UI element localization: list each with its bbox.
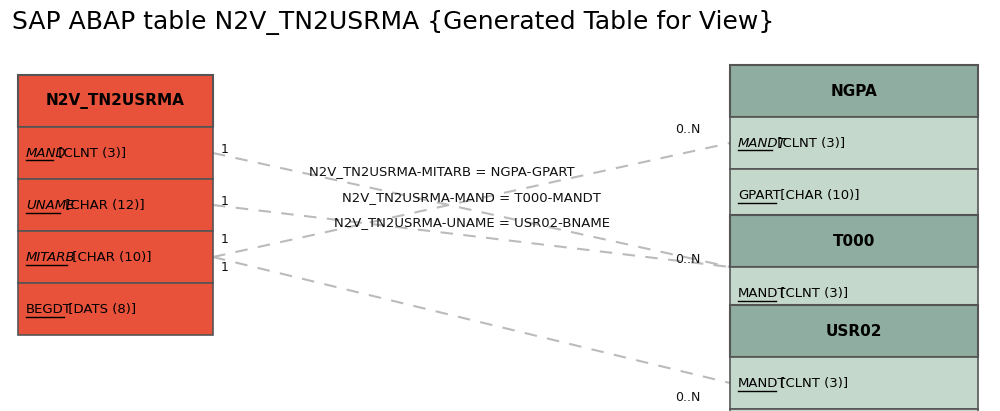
FancyBboxPatch shape <box>730 409 978 411</box>
FancyBboxPatch shape <box>18 75 213 127</box>
Text: [CHAR (12)]: [CHAR (12)] <box>61 199 145 212</box>
Text: N2V_TN2USRMA: N2V_TN2USRMA <box>46 93 185 109</box>
Text: 1: 1 <box>221 261 229 273</box>
Text: T000: T000 <box>833 233 875 249</box>
Text: [CHAR (10)]: [CHAR (10)] <box>776 189 860 201</box>
FancyBboxPatch shape <box>18 179 213 231</box>
Text: MANDT: MANDT <box>738 376 786 390</box>
Text: [CLNT (3)]: [CLNT (3)] <box>776 376 849 390</box>
Text: UNAME: UNAME <box>26 199 74 212</box>
FancyBboxPatch shape <box>730 117 978 169</box>
Text: [CLNT (3)]: [CLNT (3)] <box>776 286 849 300</box>
Text: GPART: GPART <box>738 189 781 201</box>
Text: [CLNT (3)]: [CLNT (3)] <box>54 146 126 159</box>
FancyBboxPatch shape <box>18 127 213 179</box>
Text: 0..N: 0..N <box>675 252 700 266</box>
FancyBboxPatch shape <box>730 267 978 319</box>
Text: 0..N: 0..N <box>675 390 700 404</box>
Text: N2V_TN2USRMA-MITARB = NGPA-GPART: N2V_TN2USRMA-MITARB = NGPA-GPART <box>309 165 574 178</box>
FancyBboxPatch shape <box>18 283 213 335</box>
Text: [CHAR (10)]: [CHAR (10)] <box>68 250 151 263</box>
Text: 1: 1 <box>221 143 229 155</box>
Text: 1: 1 <box>221 194 229 208</box>
FancyBboxPatch shape <box>730 169 978 221</box>
Text: [CLNT (3)]: [CLNT (3)] <box>773 136 845 150</box>
Text: NGPA: NGPA <box>831 83 877 99</box>
Text: MANDT: MANDT <box>738 286 786 300</box>
FancyBboxPatch shape <box>730 215 978 267</box>
Text: USR02: USR02 <box>826 323 882 339</box>
Text: MANDT: MANDT <box>738 136 787 150</box>
Text: MAND: MAND <box>26 146 67 159</box>
FancyBboxPatch shape <box>730 305 978 357</box>
Text: BEGDT: BEGDT <box>26 302 72 316</box>
FancyBboxPatch shape <box>730 65 978 117</box>
Text: [DATS (8)]: [DATS (8)] <box>64 302 137 316</box>
Text: MITARB: MITARB <box>26 250 76 263</box>
FancyBboxPatch shape <box>730 357 978 409</box>
FancyBboxPatch shape <box>18 231 213 283</box>
Text: N2V_TN2USRMA-MAND = T000-MANDT: N2V_TN2USRMA-MAND = T000-MANDT <box>342 191 601 204</box>
Text: SAP ABAP table N2V_TN2USRMA {Generated Table for View}: SAP ABAP table N2V_TN2USRMA {Generated T… <box>12 10 774 35</box>
Text: 1: 1 <box>221 233 229 245</box>
Text: 0..N: 0..N <box>675 122 700 136</box>
Text: N2V_TN2USRMA-UNAME = USR02-BNAME: N2V_TN2USRMA-UNAME = USR02-BNAME <box>334 216 610 229</box>
